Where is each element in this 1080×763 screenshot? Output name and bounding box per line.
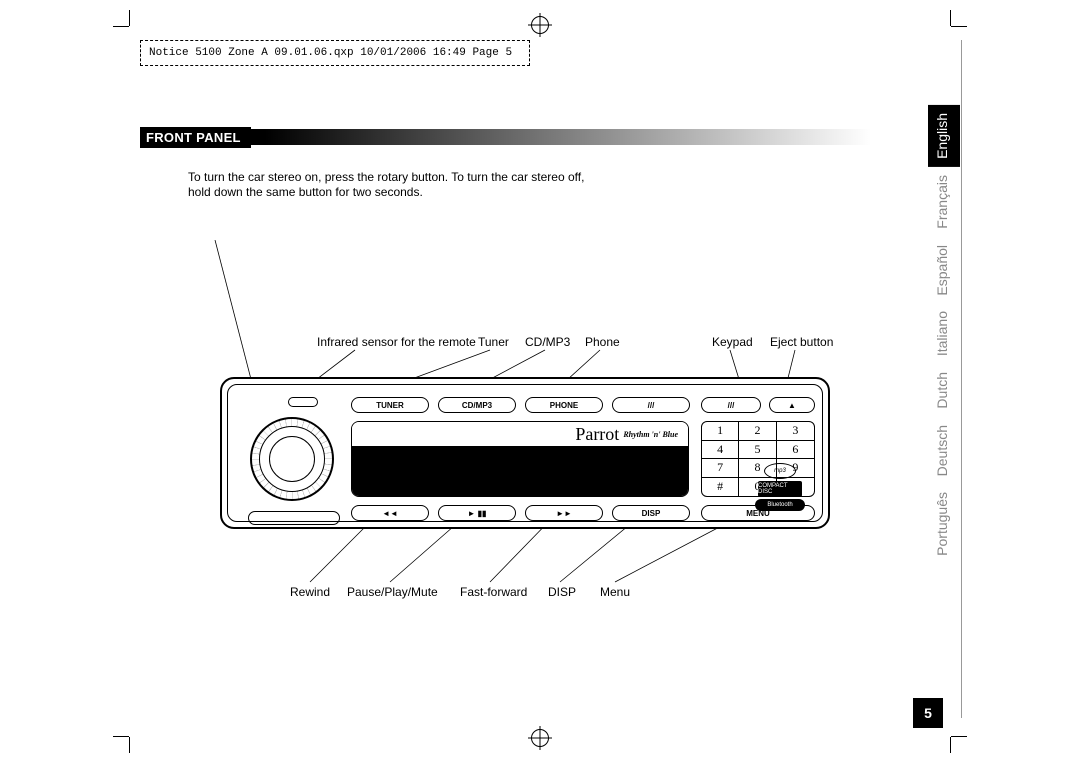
- callout-tuner: Tuner: [478, 335, 509, 349]
- key-3: 3: [777, 422, 814, 441]
- language-tabs: English Français Español Italiano Dutch …: [928, 105, 960, 615]
- page-edge: [961, 40, 962, 718]
- callout-rewind: Rewind: [290, 585, 330, 599]
- format-logos: mp3 COMPACT DISC Bluetooth: [750, 463, 810, 511]
- section-title: FRONT PANEL: [140, 127, 251, 148]
- lang-portugues: Português: [928, 484, 960, 564]
- intro-line: To turn the car stereo on, press the rot…: [188, 170, 940, 185]
- registration-mark: [531, 729, 549, 747]
- tuner-button: TUNER: [351, 397, 429, 413]
- eject-button: ▲: [769, 397, 815, 413]
- mp3-icon: mp3: [764, 463, 796, 479]
- callout-ff: Fast-forward: [460, 585, 527, 599]
- callout-keypad: Keypad: [712, 335, 753, 349]
- crop-mark: [950, 737, 951, 753]
- lang-espanol: Español: [928, 237, 960, 304]
- crop-mark: [950, 10, 951, 26]
- lang-english: English: [928, 105, 960, 167]
- crop-mark: [129, 737, 130, 753]
- rotary-knob: [250, 417, 334, 501]
- stereo-inner: TUNER CD/MP3 PHONE /// /// ▲ Parrot Rhyt…: [227, 384, 823, 522]
- callout-disp: DISP: [548, 585, 576, 599]
- cd-icon: COMPACT DISC: [758, 481, 802, 497]
- intro-line: hold down the same button for two second…: [188, 185, 940, 200]
- bluetooth-icon: Bluetooth: [755, 499, 805, 511]
- faceplate-release: [248, 511, 340, 525]
- lang-deutsch: Deutsch: [928, 417, 960, 484]
- callout-menu: Menu: [600, 585, 630, 599]
- disp-button: DISP: [612, 505, 690, 521]
- diagram: Infrared sensor for the remote Tuner CD/…: [140, 240, 940, 620]
- ff-button: ►►: [525, 505, 603, 521]
- key-1: 1: [702, 422, 739, 441]
- key-7: 7: [702, 459, 739, 478]
- mode-button-2: ///: [701, 397, 761, 413]
- key-2: 2: [739, 422, 776, 441]
- page-content: Notice 5100 Zone A 09.01.06.qxp 10/01/20…: [140, 40, 940, 720]
- crop-mark: [951, 736, 967, 737]
- callout-eject: Eject button: [770, 335, 833, 349]
- key-hash: #: [702, 478, 739, 497]
- lang-italiano: Italiano: [928, 303, 960, 364]
- brand-name: Parrot: [575, 424, 619, 445]
- callout-ir: Infrared sensor for the remote: [317, 335, 476, 349]
- ir-sensor: [288, 397, 318, 407]
- lcd-display: Parrot Rhythm 'n' Blue: [351, 421, 689, 497]
- crop-mark: [129, 10, 130, 26]
- cdmp3-button: CD/MP3: [438, 397, 516, 413]
- key-6: 6: [777, 441, 814, 460]
- callout-phone: Phone: [585, 335, 620, 349]
- key-5: 5: [739, 441, 776, 460]
- crop-mark: [951, 26, 967, 27]
- lang-francais: Français: [928, 167, 960, 237]
- section-header: FRONT PANEL: [140, 126, 940, 148]
- registration-mark: [531, 16, 549, 34]
- callout-play: Pause/Play/Mute: [347, 585, 438, 599]
- brand-tag: Rhythm 'n' Blue: [623, 430, 678, 439]
- intro-text: To turn the car stereo on, press the rot…: [188, 170, 940, 200]
- phone-button: PHONE: [525, 397, 603, 413]
- play-button: ► ▮▮: [438, 505, 516, 521]
- stereo-faceplate: TUNER CD/MP3 PHONE /// /// ▲ Parrot Rhyt…: [220, 377, 830, 529]
- rewind-button: ◄◄: [351, 505, 429, 521]
- header-gradient: [251, 129, 940, 145]
- callout-cdmp3: CD/MP3: [525, 335, 570, 349]
- file-header: Notice 5100 Zone A 09.01.06.qxp 10/01/20…: [140, 40, 530, 66]
- crop-mark: [113, 26, 129, 27]
- mode-button: ///: [612, 397, 690, 413]
- key-4: 4: [702, 441, 739, 460]
- lang-dutch: Dutch: [928, 364, 960, 417]
- crop-mark: [113, 736, 129, 737]
- page-number: 5: [913, 698, 943, 728]
